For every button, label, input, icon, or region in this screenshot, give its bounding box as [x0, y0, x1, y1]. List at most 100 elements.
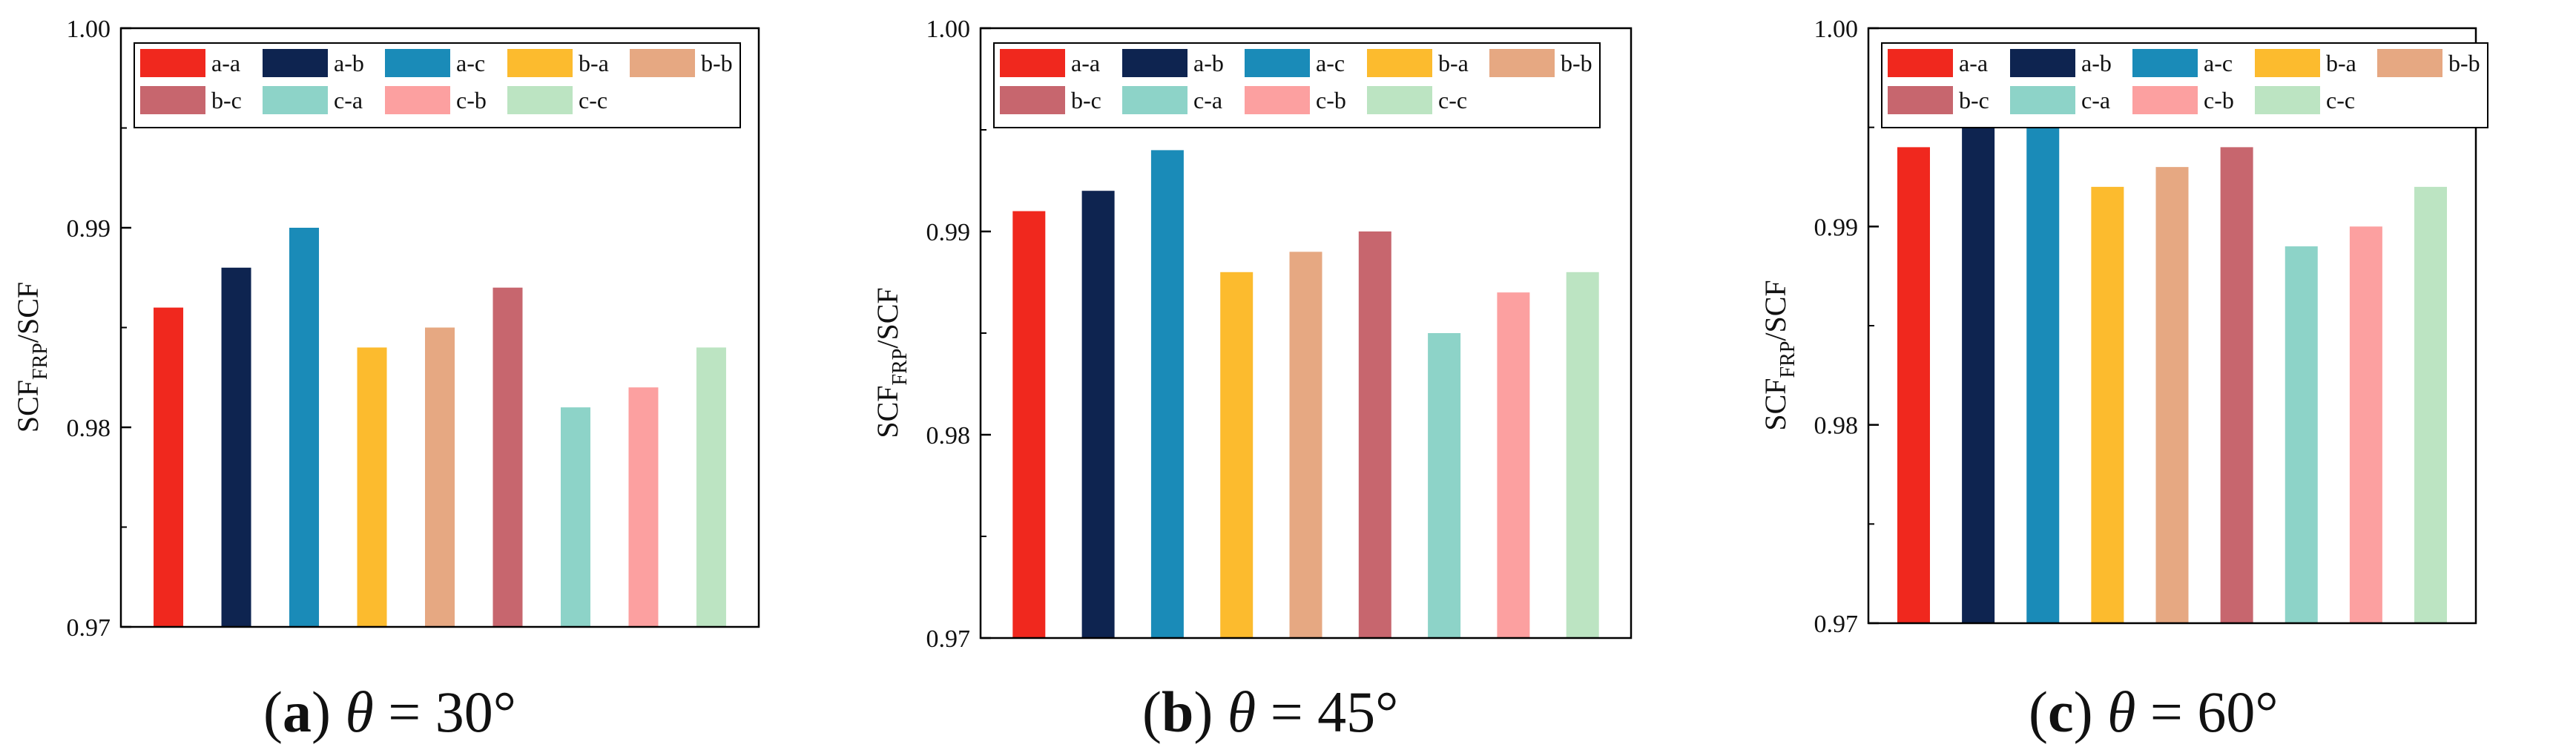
y-tick-label: 1.00 — [67, 16, 111, 43]
legend-label-a-a: a-a — [211, 50, 240, 76]
caption-c-rest: = 60° — [2135, 680, 2279, 744]
legend-label-b-a: b-a — [2326, 50, 2356, 76]
y-tick-label: 0.98 — [67, 415, 111, 442]
caption-c-theta: θ — [2107, 680, 2136, 744]
legend-label-b-b: b-b — [1561, 50, 1592, 76]
legend-label-c-a: c-a — [2081, 87, 2110, 114]
legend-swatch-a-c — [385, 49, 450, 77]
bar-a-a — [154, 307, 184, 627]
caption-b: (b) θ = 45° — [1142, 679, 1398, 746]
bar-a-b — [1081, 191, 1115, 638]
bar-b-b — [1289, 251, 1322, 638]
bar-a-b — [221, 267, 251, 627]
legend-swatch-c-c — [2255, 86, 2320, 114]
y-tick-label: 0.99 — [926, 219, 971, 246]
bar-b-b — [425, 327, 455, 627]
y-tick-label: 1.00 — [1814, 16, 1859, 43]
y-tick-label: 1.00 — [926, 16, 971, 43]
legend-label-b-c: b-c — [211, 87, 242, 114]
legend-swatch-c-b — [2132, 86, 2198, 114]
legend-label-a-b: a-b — [334, 50, 364, 76]
bar-c-b — [1497, 292, 1530, 638]
y-axis-label-main: SCF — [871, 385, 904, 438]
legend-swatch-c-b — [385, 86, 450, 114]
legend-label-a-b: a-b — [2081, 50, 2112, 76]
bar-b-a — [2091, 186, 2124, 623]
legend-swatch-a-b — [263, 49, 328, 77]
bar-c-b — [628, 387, 659, 627]
caption-b-rest: = 45° — [1256, 680, 1399, 744]
legend-label-a-c: a-c — [1316, 50, 1345, 76]
caption-a-open: ( — [263, 680, 283, 744]
caption-c: (c) θ = 60° — [2029, 679, 2279, 746]
y-tick-label: 0.97 — [926, 625, 971, 653]
y-axis-label-sub: FRP — [29, 343, 52, 380]
bar-b-a — [357, 347, 387, 627]
y-axis-label-main: SCF — [11, 380, 45, 433]
bar-c-c — [696, 347, 726, 627]
y-tick-label: 0.97 — [67, 614, 111, 642]
legend-label-c-a: c-a — [1193, 87, 1222, 114]
legend-swatch-b-b — [1489, 49, 1555, 77]
caption-b-close: ) — [1193, 680, 1213, 744]
bar-c-b — [2349, 226, 2382, 623]
legend-swatch-c-c — [1367, 86, 1432, 114]
legend-label-c-c: c-c — [2326, 87, 2355, 114]
legend-label-b-a: b-a — [579, 50, 609, 76]
legend-swatch-b-a — [507, 49, 573, 77]
y-axis-label-tail: /SCF — [871, 287, 904, 348]
legend-swatch-a-b — [1122, 49, 1187, 77]
bar-b-c — [493, 287, 523, 627]
legend-swatch-a-c — [2132, 49, 2198, 77]
bar-c-c — [1566, 272, 1599, 638]
caption-a: (a) θ = 30° — [263, 679, 516, 746]
caption-a-theta: θ — [345, 680, 374, 744]
legend-swatch-b-a — [1367, 49, 1432, 77]
bar-a-c — [289, 228, 320, 627]
legend-swatch-b-a — [2255, 49, 2320, 77]
y-tick-label: 0.99 — [1814, 214, 1859, 241]
y-axis-label-sub: FRP — [1776, 341, 1799, 378]
y-axis-label-tail: /SCF — [1759, 280, 1792, 341]
caption-b-letter: b — [1161, 680, 1194, 744]
y-tick-label: 0.98 — [926, 422, 971, 450]
legend-label-a-a: a-a — [1071, 50, 1100, 76]
legend-swatch-a-a — [140, 49, 205, 77]
bar-b-a — [1220, 272, 1254, 638]
caption-a-rest: = 30° — [373, 680, 516, 744]
bar-a-a — [1012, 211, 1046, 639]
legend-label-c-b: c-b — [1316, 87, 1346, 114]
bar-b-b — [2155, 167, 2189, 624]
bar-a-a — [1897, 147, 1930, 623]
y-tick-label: 0.99 — [67, 215, 111, 243]
legend-swatch-a-b — [2010, 49, 2075, 77]
caption-c-close: ) — [2073, 680, 2093, 744]
y-axis-label-sub: FRP — [889, 349, 912, 386]
chart-a: 0.97 0.98 0.99 1.00 SCFFRP/SCF a-a a-b a-c b-a b-… — [11, 16, 760, 642]
bar-c-c — [2414, 186, 2448, 623]
y-axis-label: SCFFRP/SCF — [11, 282, 52, 433]
y-tick-label: 0.98 — [1814, 412, 1859, 440]
y-axis-label: SCFFRP/SCF — [871, 287, 912, 438]
legend-label-b-c: b-c — [1959, 87, 1989, 114]
legend-label-c-b: c-b — [2204, 87, 2234, 114]
bar-b-c — [2220, 147, 2253, 623]
legend-swatch-c-a — [2010, 86, 2075, 114]
legend-swatch-c-a — [1122, 86, 1187, 114]
caption-a-letter: a — [282, 680, 312, 744]
caption-a-close: ) — [311, 680, 331, 744]
legend-swatch-b-b — [2377, 49, 2442, 77]
legend-label-a-b: a-b — [1193, 50, 1224, 76]
bar-c-a — [560, 407, 590, 627]
legend-label-b-b: b-b — [701, 50, 733, 76]
legend-swatch-b-c — [1888, 86, 1953, 114]
caption-c-letter: c — [2047, 680, 2074, 744]
caption-b-open: ( — [1142, 680, 1162, 744]
bar-c-a — [1428, 333, 1461, 638]
legend-label-b-c: b-c — [1071, 87, 1101, 114]
legend-swatch-b-c — [1000, 86, 1065, 114]
caption-c-open: ( — [2029, 680, 2048, 744]
bar-c-a — [2285, 246, 2318, 623]
legend-label-c-c: c-c — [1438, 87, 1467, 114]
